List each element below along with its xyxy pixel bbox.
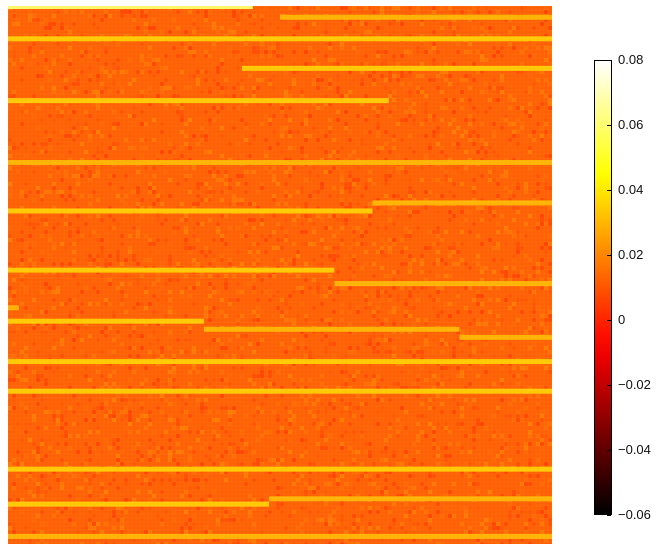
colorbar (594, 60, 612, 515)
colorbar-tick-label: −0.04 (618, 442, 651, 457)
heatmap-stripe (8, 318, 204, 324)
heatmap-stripe (8, 36, 552, 42)
colorbar-tick-label: −0.02 (618, 377, 651, 392)
heatmap-stripe (8, 533, 552, 539)
heatmap-stripe (203, 326, 460, 332)
heatmap-stripe (8, 267, 335, 273)
heatmap-stripe (280, 14, 552, 20)
colorbar-tick-label: −0.06 (618, 507, 651, 522)
colorbar-tick-label: 0.02 (618, 247, 644, 262)
heatmap-stripe (334, 281, 552, 287)
heatmap (8, 6, 552, 544)
heatmap-stripe (8, 98, 389, 104)
heatmap-stripe (8, 388, 552, 394)
heatmap-stripe (8, 6, 253, 9)
heatmap-stripe (8, 359, 552, 365)
colorbar-tick-label: 0.06 (618, 117, 644, 132)
heatmap-stripe (372, 200, 552, 206)
colorbar-tick-label: 0.08 (618, 52, 644, 67)
heatmap-stripe (8, 160, 552, 166)
colorbar-tick-mark (607, 515, 611, 516)
heatmap-stripe (269, 496, 552, 502)
heatmap-stripe (8, 305, 19, 311)
heatmap-stripe (241, 65, 552, 71)
heatmap-plot (8, 6, 552, 544)
colorbar-tick-label: 0.04 (618, 182, 644, 197)
heatmap-stripe (459, 334, 552, 340)
heatmap-stripe (8, 501, 270, 507)
heatmap-stripe (8, 208, 373, 214)
heatmap-stripe (8, 466, 552, 472)
colorbar-tick-label: 0 (618, 312, 626, 327)
heatmap-mesh (8, 6, 552, 544)
